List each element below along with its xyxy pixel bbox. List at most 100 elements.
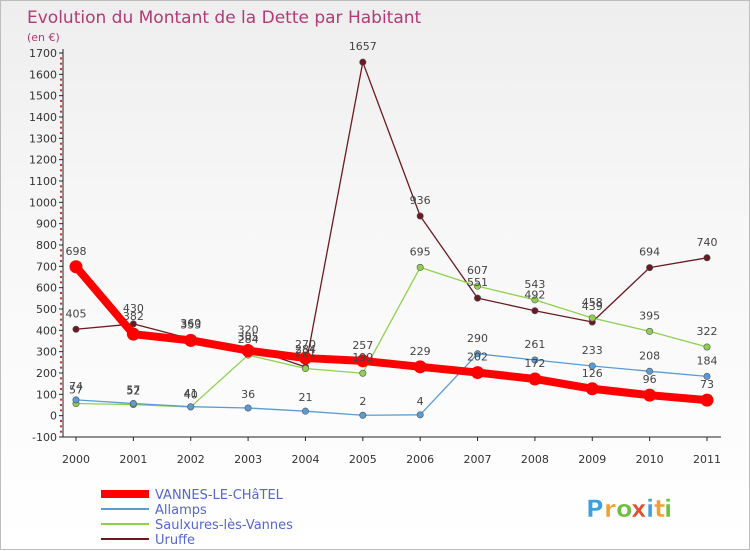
x-tick-label: 2007 xyxy=(464,453,492,466)
point-vannes-le-ch-tel xyxy=(126,327,140,341)
data-label-allamps: 40 xyxy=(184,389,198,402)
x-tick-label: 2001 xyxy=(119,453,147,466)
data-label-allamps: 21 xyxy=(298,391,312,404)
legend: VANNES-LE-CHâTELAllampsSaulxures-lès-Van… xyxy=(101,488,293,548)
y-minor-tick xyxy=(60,254,62,257)
point-allamps xyxy=(187,403,195,411)
x-tick-label: 2006 xyxy=(406,453,434,466)
y-tick-label: 1500 xyxy=(29,90,57,103)
logo-letter: P xyxy=(586,495,604,523)
logo-letter: o xyxy=(616,495,633,523)
data-label-vannes-le-ch-tel: 270 xyxy=(295,338,316,351)
point-vannes-le-ch-tel xyxy=(69,260,83,274)
y-minor-tick xyxy=(60,110,62,113)
point-vannes-le-ch-tel xyxy=(241,344,255,358)
data-label-allamps: 2 xyxy=(359,395,366,408)
y-minor-tick xyxy=(60,430,62,433)
data-label-uruffe: 1657 xyxy=(349,40,377,53)
x-tick-label: 2000 xyxy=(62,453,90,466)
y-minor-tick xyxy=(60,153,62,156)
legend-label: VANNES-LE-CHâTEL xyxy=(155,488,284,503)
series-layer xyxy=(69,58,714,419)
y-minor-tick xyxy=(60,228,62,230)
y-minor-tick xyxy=(60,302,62,305)
data-label-vannes-le-ch-tel: 382 xyxy=(123,310,144,323)
y-minor-tick xyxy=(60,78,62,81)
y-minor-tick xyxy=(60,217,62,220)
point-vannes-le-ch-tel xyxy=(413,360,427,374)
y-minor-tick xyxy=(60,105,62,108)
point-vannes-le-ch-tel xyxy=(356,354,370,368)
point-vannes-le-ch-tel xyxy=(643,388,657,402)
point-allamps xyxy=(703,372,711,380)
y-tick-label: 600 xyxy=(36,282,57,295)
point-uruffe xyxy=(129,320,137,328)
data-label-saulxures-l-s-vannes: 199 xyxy=(352,351,373,364)
y-minor-tick xyxy=(60,57,62,60)
data-label-vannes-le-ch-tel: 257 xyxy=(352,339,373,352)
y-minor-tick xyxy=(60,126,62,129)
data-label-uruffe: 405 xyxy=(66,307,87,320)
data-label-allamps: 208 xyxy=(639,349,660,362)
y-minor-tick xyxy=(60,164,62,166)
y-minor-tick xyxy=(60,297,62,300)
y-tick-label: 1100 xyxy=(29,175,57,188)
data-label-uruffe: 439 xyxy=(582,300,603,313)
series-line-vannes-le-ch-tel xyxy=(72,262,711,405)
legend-label: Uruffe xyxy=(155,533,195,548)
y-tick-label: 900 xyxy=(36,218,57,231)
data-label-uruffe: 430 xyxy=(123,302,144,315)
point-vannes-le-ch-tel xyxy=(528,372,542,386)
point-uruffe xyxy=(72,325,80,333)
y-minor-tick xyxy=(60,169,62,172)
y-minor-tick xyxy=(60,334,62,337)
point-uruffe xyxy=(474,294,482,302)
point-saulxures-l-s-vannes xyxy=(416,263,424,271)
y-minor-tick xyxy=(60,238,62,241)
point-saulxures-l-s-vannes xyxy=(531,296,539,304)
data-label-vannes-le-ch-tel: 96 xyxy=(643,373,657,386)
data-label-uruffe: 936 xyxy=(410,194,431,207)
data-label-saulxures-l-s-vannes: 322 xyxy=(697,325,718,338)
y-tick-label: 700 xyxy=(36,260,57,273)
y-minor-tick xyxy=(60,206,62,209)
legend-label: Saulxures-lès-Vannes xyxy=(155,518,293,533)
point-uruffe xyxy=(703,254,711,262)
y-minor-tick xyxy=(60,377,62,380)
y-tick-label: 500 xyxy=(36,303,57,316)
y-minor-tick xyxy=(60,148,62,150)
y-minor-tick xyxy=(60,260,62,262)
y-minor-tick xyxy=(60,425,62,428)
y-minor-tick xyxy=(60,212,62,214)
y-minor-tick xyxy=(60,62,62,65)
y-tick-label: 1000 xyxy=(29,196,57,209)
point-allamps xyxy=(244,404,252,412)
y-minor-tick xyxy=(60,361,62,364)
logo-letter: r xyxy=(604,495,616,523)
y-minor-tick xyxy=(60,132,62,134)
data-label-allamps: 74 xyxy=(69,380,83,393)
point-uruffe xyxy=(646,264,654,272)
data-label-allamps: 184 xyxy=(697,354,718,367)
data-label-allamps: 290 xyxy=(467,332,488,345)
point-vannes-le-ch-tel xyxy=(298,351,312,365)
data-label-saulxures-l-s-vannes: 395 xyxy=(639,309,660,322)
y-minor-tick xyxy=(60,68,62,70)
data-label-allamps: 4 xyxy=(417,395,424,408)
point-vannes-le-ch-tel xyxy=(585,382,599,396)
legend-label: Allamps xyxy=(155,503,207,518)
data-label-uruffe: 284 xyxy=(295,343,316,356)
y-minor-tick xyxy=(60,356,62,358)
y-minor-tick xyxy=(60,409,62,412)
point-allamps xyxy=(72,396,80,404)
y-tick-label: 1700 xyxy=(29,47,57,60)
y-minor-tick xyxy=(60,276,62,278)
data-label-saulxures-l-s-vannes: 607 xyxy=(467,264,488,277)
y-minor-tick xyxy=(60,324,62,326)
y-tick-label: 0 xyxy=(50,410,57,423)
y-minor-tick xyxy=(60,84,62,86)
